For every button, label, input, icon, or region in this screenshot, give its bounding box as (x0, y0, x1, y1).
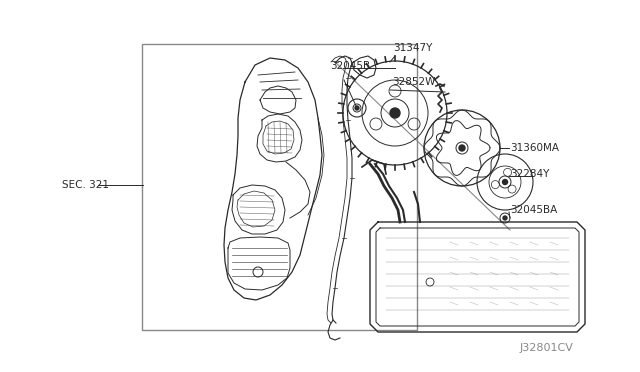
Text: 32045BA: 32045BA (510, 205, 557, 215)
Text: 31360MA: 31360MA (510, 143, 559, 153)
Text: 32852W: 32852W (392, 77, 435, 87)
Circle shape (390, 108, 400, 118)
Text: 32045B: 32045B (330, 61, 370, 71)
Circle shape (503, 216, 507, 220)
Text: 31347Y: 31347Y (393, 43, 433, 53)
Circle shape (459, 145, 465, 151)
Circle shape (355, 106, 359, 110)
Text: 32284Y: 32284Y (510, 169, 549, 179)
Bar (142, 44, 417, 330)
Text: J32801CV: J32801CV (520, 343, 574, 353)
Text: SEC. 321: SEC. 321 (62, 180, 109, 190)
Circle shape (502, 180, 508, 185)
